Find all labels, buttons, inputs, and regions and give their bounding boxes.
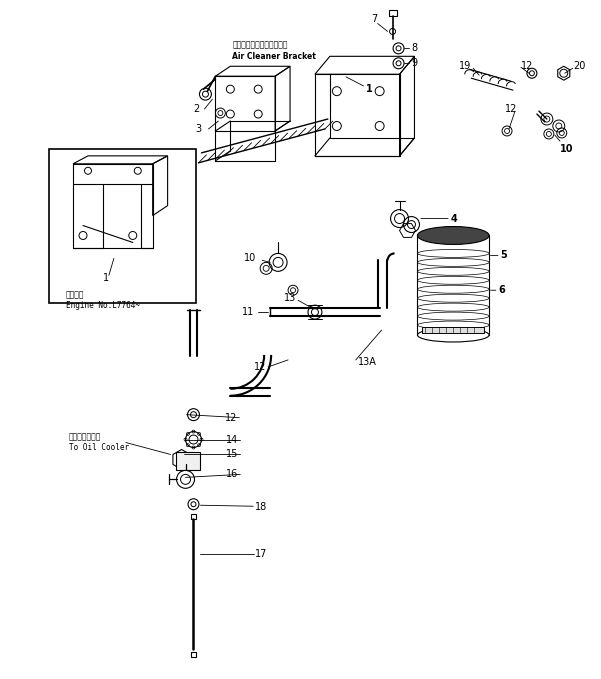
Text: 3: 3 [195,124,201,134]
Text: 4: 4 [421,214,457,223]
Bar [175,452,201,471]
Text: Air Cleaner Bracket: Air Cleaner Bracket [233,52,316,61]
Text: 8: 8 [412,43,418,54]
Bar [49,149,197,303]
Text: 12: 12 [225,413,237,422]
Text: 10: 10 [555,135,573,154]
Text: 16: 16 [226,469,238,479]
Ellipse shape [418,227,489,244]
Text: 17: 17 [255,549,267,559]
Text: エアークリーナブラケット: エアークリーナブラケット [233,40,288,49]
Text: 6: 6 [490,285,505,295]
Text: 2: 2 [194,104,200,114]
Text: To Oil Cooler: To Oil Cooler [69,443,129,452]
Text: 5: 5 [490,251,507,260]
Text: 12: 12 [254,362,266,372]
Text: 18: 18 [255,502,267,512]
Text: 13: 13 [284,293,296,304]
Text: 12: 12 [505,104,517,114]
Text: Engine No.L7764~: Engine No.L7764~ [66,301,140,310]
Text: 1: 1 [346,77,373,94]
Text: 19: 19 [459,61,471,71]
Bar [389,10,397,16]
Text: 14: 14 [226,435,238,445]
Text: 10: 10 [244,253,257,263]
Text: 13A: 13A [358,357,377,367]
Text: 1: 1 [103,273,109,283]
Text: 20: 20 [574,61,586,71]
Text: 9: 9 [412,58,418,69]
Bar [191,514,197,519]
Text: 12: 12 [521,61,533,71]
Bar [423,327,484,333]
Bar [191,652,197,657]
Text: 11: 11 [242,307,254,317]
Text: 15: 15 [226,449,238,460]
Text: 7: 7 [371,14,378,24]
Text: 適用番号: 適用番号 [66,291,85,299]
Text: オイルクーラヘ: オイルクーラヘ [69,432,102,441]
